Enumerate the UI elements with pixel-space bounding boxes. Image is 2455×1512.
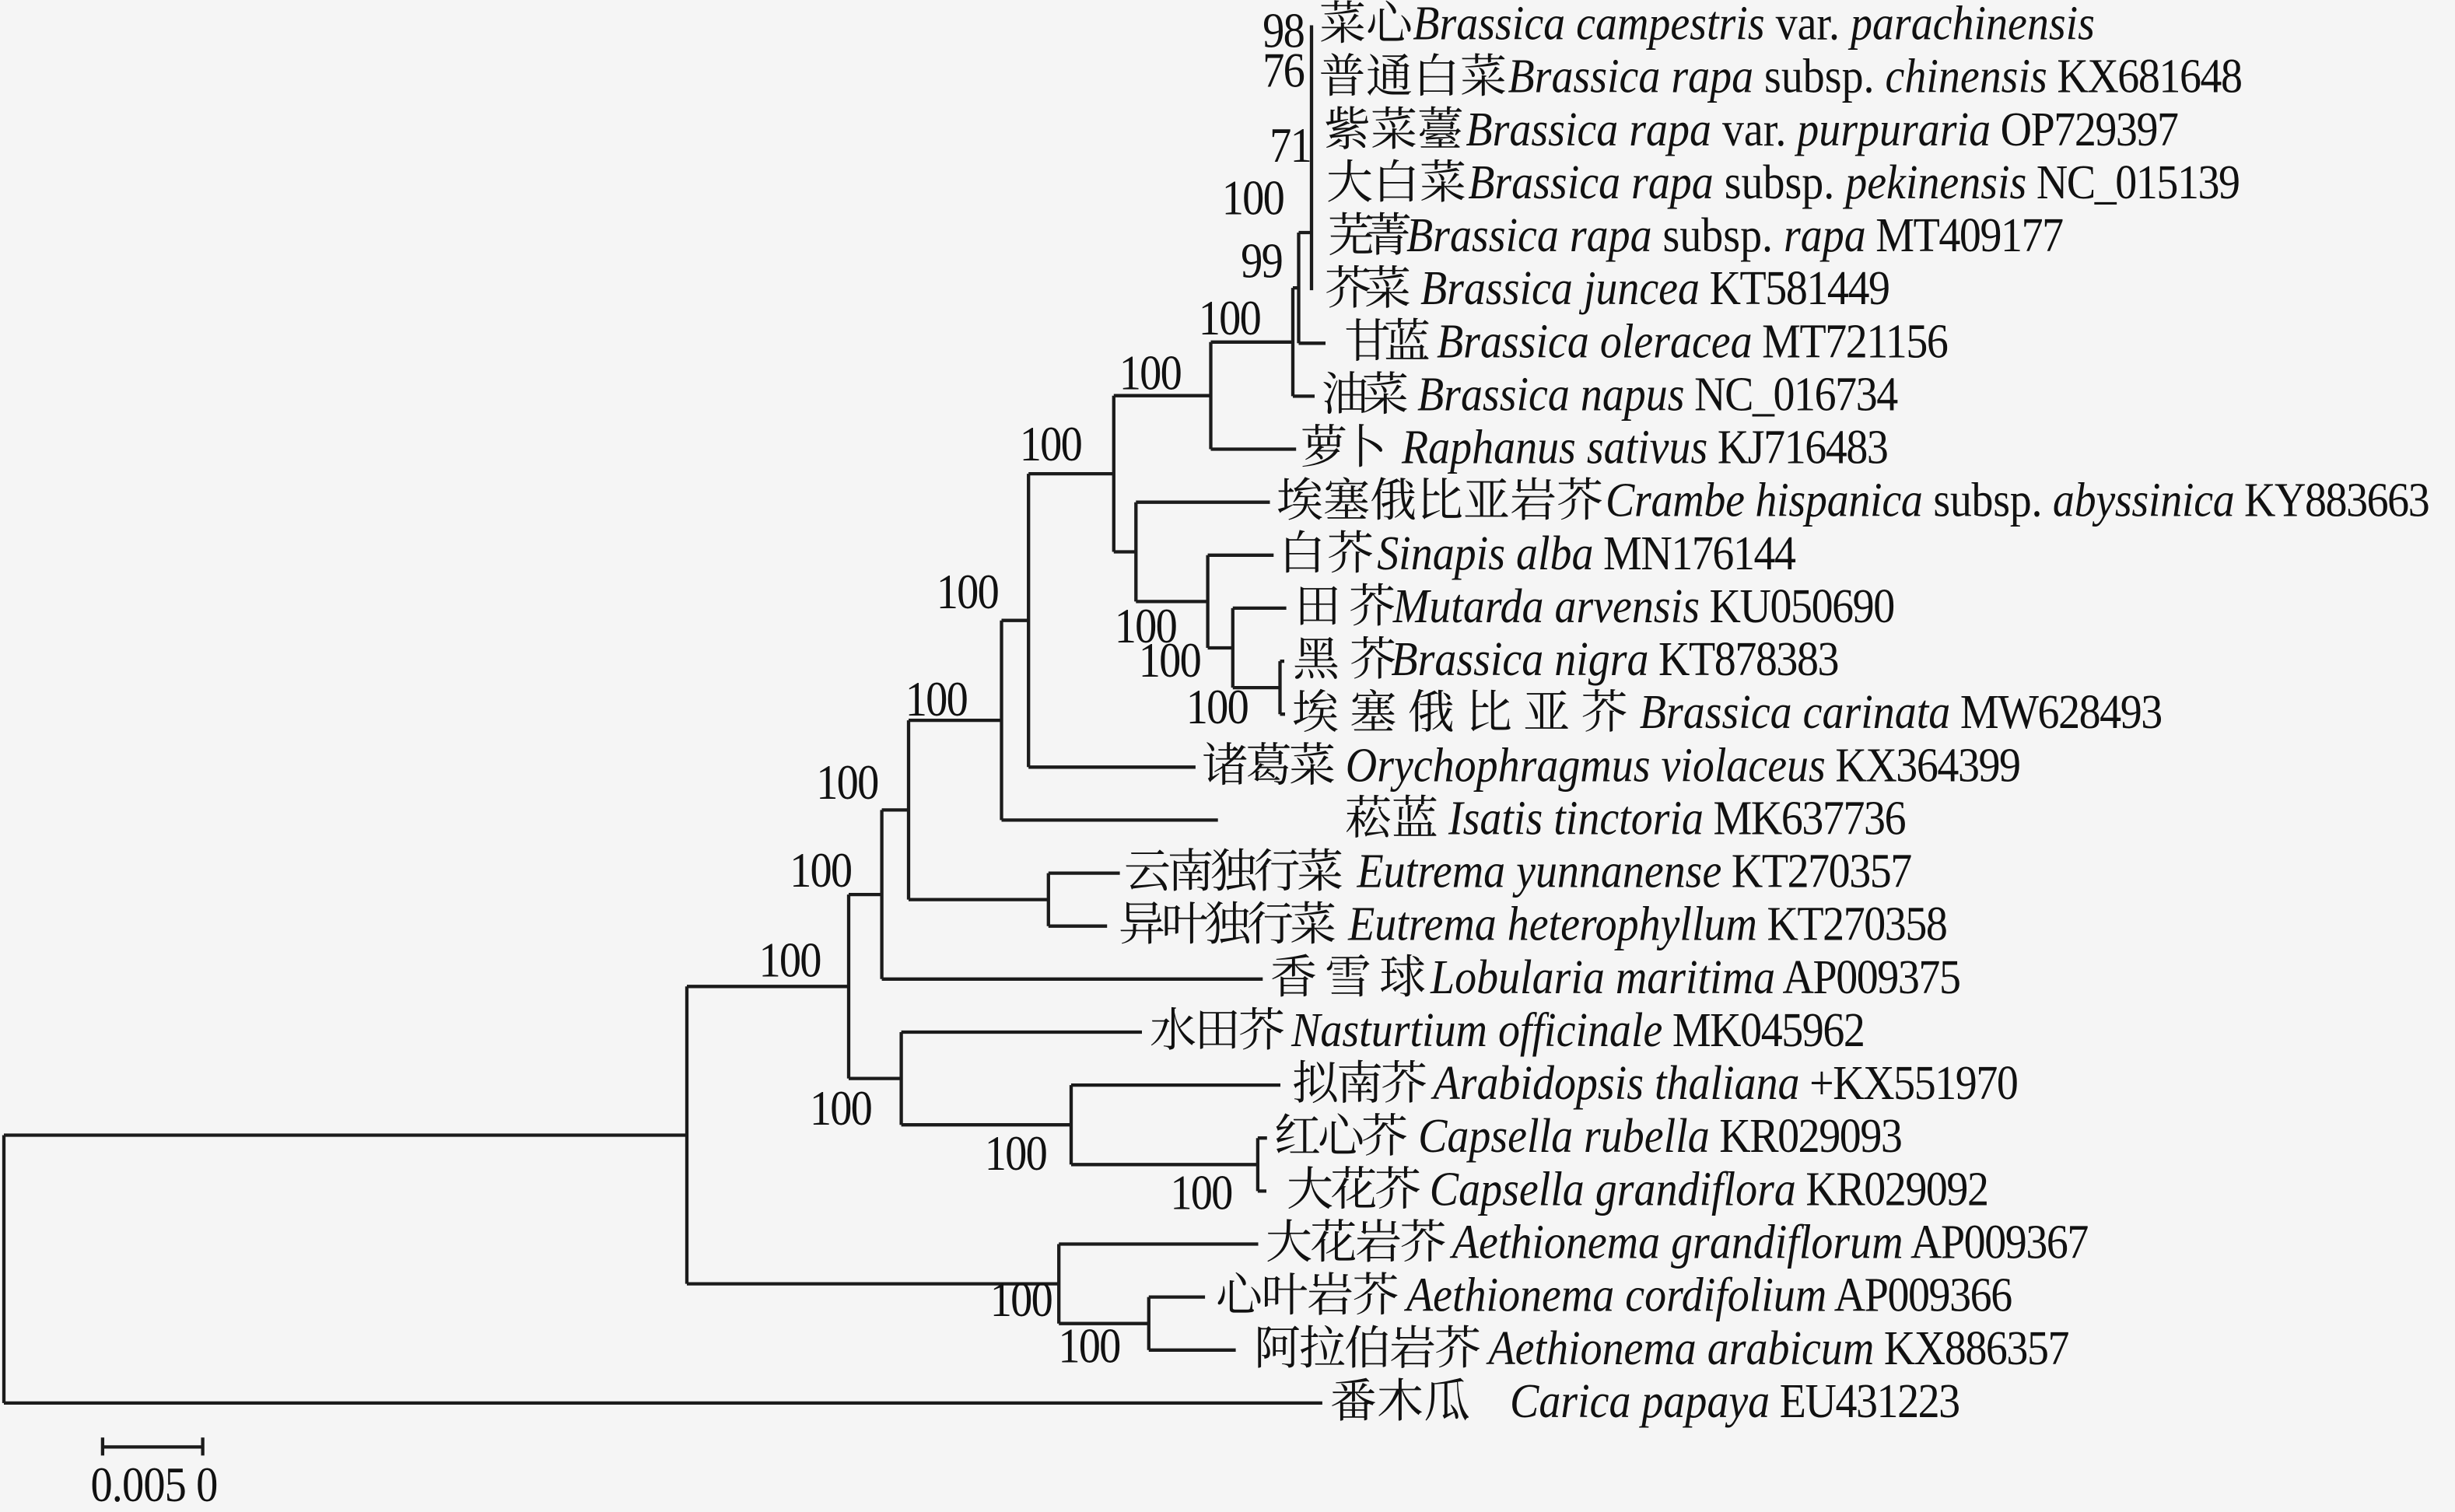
svg-text:Carica papaya EU431223: Carica papaya EU431223 — [1510, 1374, 1959, 1428]
svg-text:Capsella rubella KR029093: Capsella rubella KR029093 — [1418, 1108, 1901, 1163]
svg-text:71: 71 — [1270, 118, 1311, 173]
svg-text:Brassica rapa subsp. pekinensi: Brassica rapa subsp. pekinensis NC_01513… — [1468, 155, 2239, 209]
svg-text:Eutrema heterophyllum KT270358: Eutrema heterophyllum KT270358 — [1347, 897, 1946, 951]
svg-text:100: 100 — [790, 843, 851, 898]
svg-text:Brassica carinata MW628493: Brassica carinata MW628493 — [1640, 684, 2162, 739]
svg-text:Sinapis alba MN176144: Sinapis alba MN176144 — [1377, 526, 1795, 580]
svg-text:Aethionema cordifolium AP00936: Aethionema cordifolium AP009366 — [1403, 1268, 2012, 1322]
svg-text:100: 100 — [810, 1081, 871, 1136]
svg-text:Orychophragmus violaceus KX364: Orychophragmus violaceus KX364399 — [1346, 737, 2020, 792]
svg-text:100: 100 — [1020, 417, 1081, 471]
svg-text:Brassica rapa subsp. rapa MT40: Brassica rapa subsp. rapa MT409177 — [1406, 208, 2063, 262]
svg-text:100: 100 — [1058, 1318, 1119, 1373]
svg-text:100: 100 — [1199, 291, 1260, 345]
svg-text:Crambe hispanica subsp. abyssi: Crambe hispanica subsp. abyssinica KY883… — [1606, 473, 2429, 527]
svg-text:Brassica juncea KT581449: Brassica juncea KT581449 — [1420, 261, 1889, 315]
svg-text:100: 100 — [1119, 346, 1181, 401]
svg-text:100: 100 — [937, 565, 998, 619]
svg-text:Capsella grandiflora KR029092: Capsella grandiflora KR029092 — [1430, 1162, 1988, 1216]
svg-text:Arabidopsis thaliana +KX551970: Arabidopsis thaliana +KX551970 — [1431, 1055, 2018, 1110]
svg-text:100: 100 — [1170, 1166, 1231, 1220]
svg-text:Brassica rapa subsp. chinensis: Brassica rapa subsp. chinensis KX681648 — [1508, 49, 2242, 103]
svg-text:Mutarda arvensis KU050690: Mutarda arvensis KU050690 — [1392, 579, 1894, 633]
svg-text:100: 100 — [990, 1272, 1052, 1327]
svg-text:Lobularia maritima AP009375: Lobularia maritima AP009375 — [1430, 950, 1959, 1004]
svg-text:98: 98 — [1263, 4, 1304, 58]
svg-text:0.005 0: 0.005 0 — [91, 1458, 218, 1512]
svg-text:Isatis tinctoria MK637736: Isatis tinctoria MK637736 — [1448, 791, 1905, 845]
svg-text:100: 100 — [758, 933, 820, 988]
svg-text:100: 100 — [816, 755, 877, 810]
svg-text:100: 100 — [1222, 171, 1284, 226]
svg-text:Raphanus sativus KJ716483: Raphanus sativus KJ716483 — [1401, 420, 1887, 474]
svg-text:Brassica campestris var. parac: Brassica campestris var. parachinensis — [1413, 0, 2095, 50]
svg-text:100: 100 — [985, 1126, 1046, 1181]
svg-text:Brassica nigra KT878383: Brassica nigra KT878383 — [1391, 632, 1838, 686]
svg-text:Eutrema yunnanense KT270357: Eutrema yunnanense KT270357 — [1357, 844, 1911, 898]
svg-text:100: 100 — [1115, 599, 1176, 653]
svg-text:99: 99 — [1241, 234, 1282, 289]
svg-text:Aethionema arabicum KX886357: Aethionema arabicum KX886357 — [1486, 1321, 2068, 1375]
svg-text:Brassica napus NC_016734: Brassica napus NC_016734 — [1417, 367, 1898, 422]
svg-text:Aethionema grandiflorum AP0093: Aethionema grandiflorum AP009367 — [1449, 1215, 2088, 1269]
svg-text:100: 100 — [905, 672, 967, 726]
svg-text:Brassica oleracea MT721156: Brassica oleracea MT721156 — [1437, 313, 1947, 368]
svg-text:100: 100 — [1139, 633, 1200, 688]
svg-text:Brassica rapa var. purpuraria: Brassica rapa var. purpuraria OP729397 — [1466, 102, 2177, 156]
svg-text:76: 76 — [1263, 44, 1305, 98]
svg-text:Nasturtium officinale MK045962: Nasturtium officinale MK045962 — [1291, 1003, 1864, 1057]
svg-text:100: 100 — [1186, 680, 1248, 734]
